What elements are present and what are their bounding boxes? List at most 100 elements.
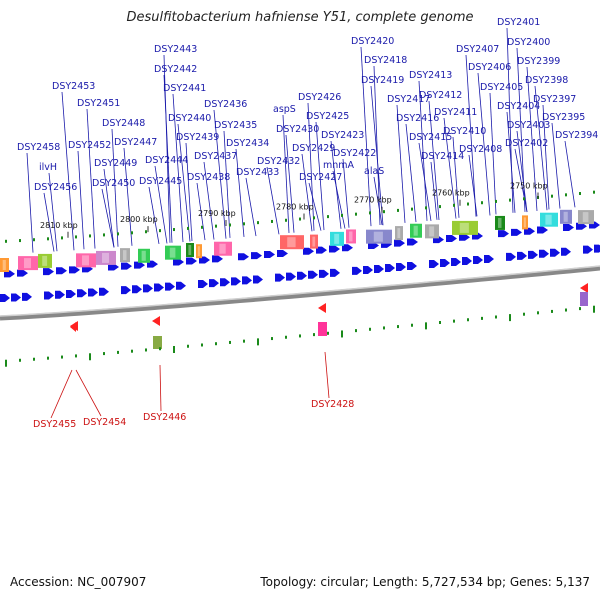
- gene-arrow: [576, 222, 587, 230]
- gene-label: DSY2400: [507, 37, 550, 48]
- scale-tick: [89, 234, 91, 238]
- scale-tick: [117, 350, 119, 354]
- scale-tick: [257, 338, 259, 346]
- gene-connector: [405, 123, 417, 223]
- gene-connector: [26, 152, 34, 253]
- scale-tick: [397, 208, 399, 212]
- gene-connector: [308, 182, 322, 231]
- scale-label: 2750 kbp: [510, 182, 548, 191]
- gene-label: DSY2437: [194, 151, 237, 162]
- gene-label: DSY2447: [114, 137, 157, 148]
- scale-tick: [271, 337, 273, 341]
- gene-arrow: [368, 242, 379, 250]
- gene-arrow: [44, 291, 54, 300]
- scale-tick: [481, 201, 483, 205]
- gene-label: DSY2406: [468, 62, 511, 73]
- gene-connector-reverse: [159, 364, 162, 412]
- gene-label: DSY2440: [168, 113, 211, 124]
- gene-label: DSY2451: [77, 98, 120, 109]
- gene-label: DSY2442: [154, 64, 197, 75]
- gene-arrow: [154, 283, 164, 292]
- gene-connector: [285, 134, 295, 233]
- gene-label: DSY2439: [176, 132, 219, 143]
- gene-label: DSY2414: [421, 151, 464, 162]
- scale-tick: [453, 319, 455, 323]
- gene-arrow: [264, 251, 275, 259]
- scale-tick: [341, 213, 343, 217]
- gene-connector: [101, 188, 115, 248]
- gene-label: DSY2398: [525, 75, 568, 86]
- gene-arrow: [17, 269, 28, 277]
- gene-arrow: [55, 290, 65, 299]
- gene-arrow: [528, 250, 538, 259]
- gene-arrow: [563, 224, 574, 232]
- gene-label: DSY2401: [497, 17, 540, 28]
- gene-connector: [185, 142, 193, 242]
- gene-arrow: [498, 230, 509, 238]
- gene-label: DSY2405: [480, 82, 523, 93]
- gene-label: DSY2423: [321, 130, 364, 141]
- gene-connector: [443, 117, 457, 219]
- gene-label: DSY2408: [459, 144, 502, 155]
- annotation-block-shade: [459, 222, 469, 233]
- gene-arrow: [77, 289, 87, 298]
- gene-connector: [342, 158, 350, 228]
- gene-connector: [223, 130, 231, 238]
- scale-tick: [341, 330, 343, 338]
- gene-label: DSY2419: [361, 75, 404, 86]
- scale-tick: [593, 305, 595, 313]
- gene-arrow: [451, 257, 461, 266]
- gene-arrow: [69, 266, 80, 274]
- gene-arrow: [212, 255, 223, 263]
- scale-tick: [313, 333, 315, 337]
- annotation-block-shade: [123, 250, 127, 261]
- gene-connector: [526, 66, 538, 211]
- gene-arrow: [220, 278, 230, 287]
- scale-tick: [551, 309, 553, 313]
- gene-arrow: [238, 253, 249, 261]
- gene-arrow: [316, 246, 327, 254]
- gene-arrow: [374, 264, 384, 273]
- scale-tick: [425, 322, 427, 330]
- annotation-block: [38, 253, 52, 268]
- reverse-annotation-block: [580, 292, 588, 306]
- annotation-block-shade: [169, 247, 176, 258]
- gene-connector-reverse: [324, 351, 330, 399]
- gene-label: DSY2458: [17, 142, 60, 153]
- gene-connector: [103, 168, 115, 248]
- gene-arrow: [429, 260, 439, 269]
- gene-arrow: [330, 268, 340, 277]
- gene-label: DSY2397: [533, 94, 576, 105]
- reverse-gene-arrow: [152, 316, 160, 326]
- gene-arrow: [363, 265, 373, 274]
- gene-arrow: [329, 245, 340, 253]
- scale-tick: [61, 236, 63, 240]
- scale-tick: [215, 342, 217, 346]
- gene-arrow: [319, 269, 329, 278]
- reverse-annotation-block: [153, 336, 162, 349]
- scale-tick: [257, 221, 259, 225]
- scale-tick: [159, 347, 161, 351]
- gene-connector: [163, 74, 173, 243]
- gene-connector: [428, 100, 440, 221]
- gene-arrow: [297, 271, 307, 280]
- gene-connector: [373, 65, 381, 225]
- genome-title: Desulfitobacterium hafniense Y51, comple…: [126, 10, 474, 25]
- gene-connector: [148, 186, 160, 244]
- scale-label: 2780 kbp: [276, 203, 314, 212]
- scale-tick: [355, 329, 357, 333]
- annotation-block: [452, 220, 478, 235]
- gene-arrow: [459, 233, 470, 241]
- gene-label: DSY2411: [434, 107, 477, 118]
- gene-connector: [196, 182, 206, 241]
- gene-arrow: [199, 256, 210, 264]
- gene-connector: [516, 47, 526, 212]
- annotation-block: [138, 248, 150, 263]
- scale-tick: [565, 193, 567, 197]
- scale-tick: [145, 230, 147, 234]
- scale-tick: [131, 231, 133, 235]
- gene-label: DSY2435: [214, 120, 257, 131]
- annotation-block: [540, 212, 558, 227]
- scale-label: 2760 kbp: [432, 189, 470, 198]
- gene-arrow: [11, 293, 21, 302]
